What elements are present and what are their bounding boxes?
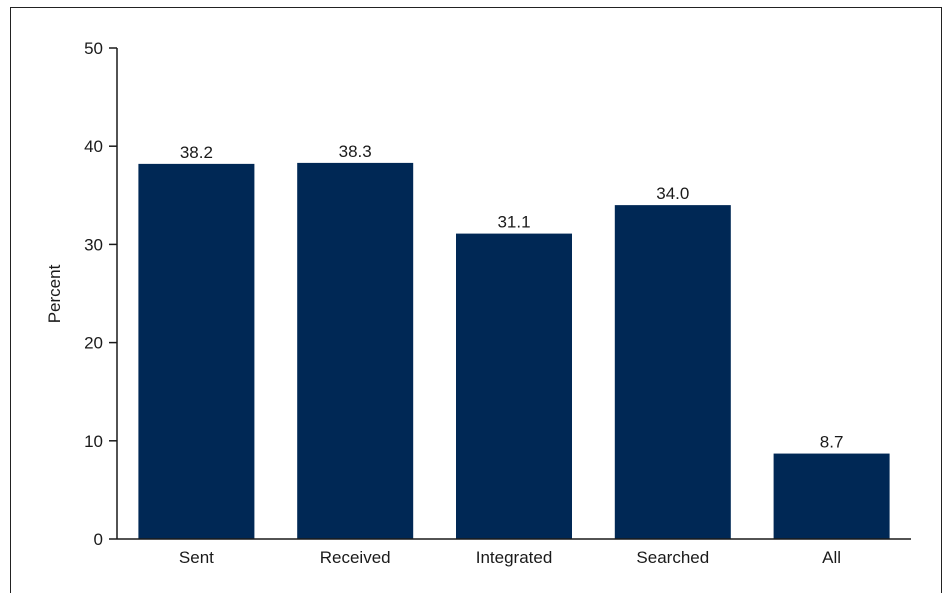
y-tick-label: 20 xyxy=(84,334,103,353)
x-tick-label: Integrated xyxy=(476,548,553,567)
value-labels: 38.2 38.3 31.1 34.0 8.7 xyxy=(180,142,844,452)
x-tick-label: Received xyxy=(320,548,391,567)
data-label: 8.7 xyxy=(820,433,844,452)
chart-frame xyxy=(10,7,942,593)
y-tick-label: 50 xyxy=(84,39,103,58)
bar xyxy=(614,205,731,539)
data-label: 38.2 xyxy=(180,143,213,162)
x-axis: Sent Received Integrated Searched All xyxy=(117,538,911,567)
x-tick-label: All xyxy=(822,548,841,567)
bar xyxy=(456,233,572,539)
bars xyxy=(138,162,890,540)
data-label: 34.0 xyxy=(656,184,689,203)
y-axis: 0 10 20 30 40 50 xyxy=(84,39,118,549)
y-axis-label: Percent xyxy=(45,264,64,323)
x-tick-label: Sent xyxy=(179,548,214,567)
y-tick-label: 0 xyxy=(94,530,103,549)
bar xyxy=(773,453,890,539)
y-tick-label: 40 xyxy=(84,137,103,156)
bar xyxy=(138,163,255,539)
data-label: 38.3 xyxy=(339,142,372,161)
y-tick-label: 30 xyxy=(84,235,103,254)
x-tick-label: Searched xyxy=(636,548,709,567)
data-label: 31.1 xyxy=(497,213,530,232)
bar xyxy=(297,162,414,540)
y-tick-label: 10 xyxy=(84,432,103,451)
